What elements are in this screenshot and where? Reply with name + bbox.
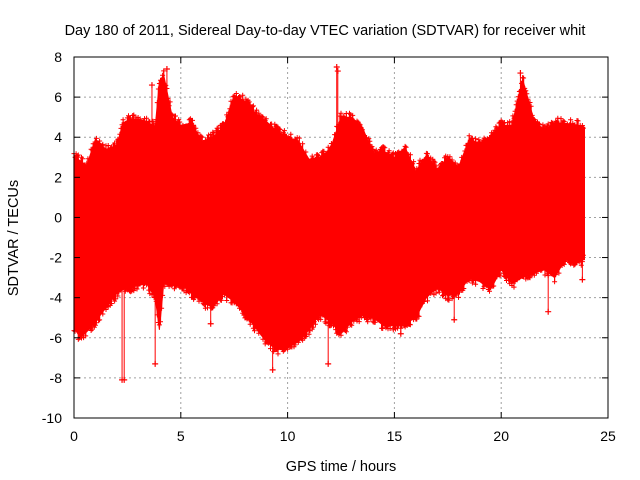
- outlier-marker: [334, 68, 341, 75]
- y-tick-label: 6: [54, 89, 62, 105]
- y-tick-label: -6: [50, 330, 63, 346]
- y-tick-label: -2: [50, 250, 63, 266]
- y-tick-label: 8: [54, 49, 62, 65]
- outlier-point: [269, 346, 276, 373]
- outlier-point: [545, 272, 552, 315]
- outlier-point: [397, 324, 404, 337]
- outlier-marker: [152, 360, 159, 367]
- outlier-marker: [333, 64, 340, 71]
- x-tick-label: 20: [493, 428, 509, 444]
- x-tick-label: 5: [177, 428, 185, 444]
- outlier-point: [579, 260, 586, 283]
- outlier-point: [517, 70, 524, 89]
- outlier-point: [152, 297, 159, 367]
- sdtvar-bars: [73, 70, 584, 354]
- outlier-marker: [121, 376, 128, 383]
- y-tick-label: 4: [54, 129, 62, 145]
- outlier-marker: [207, 320, 214, 327]
- y-tick-label: -4: [50, 290, 63, 306]
- x-tick-label: 25: [600, 428, 616, 444]
- outlier-point: [451, 294, 458, 323]
- outlier-marker: [397, 330, 404, 337]
- outlier-marker: [163, 66, 170, 73]
- x-tick-label: 15: [387, 428, 403, 444]
- outlier-marker: [545, 308, 552, 315]
- tick-labels: 0 5 10 15 20 25 -10 -8 -6 -4 -2 0 2 4 6 8: [42, 49, 616, 444]
- x-axis-label: GPS time / hours: [286, 459, 396, 475]
- y-tick-label: -8: [50, 370, 63, 386]
- ticks: [73, 56, 609, 419]
- x-tick-label: 10: [280, 428, 296, 444]
- y-tick-label: -10: [42, 410, 62, 426]
- outlier-marker: [517, 70, 524, 77]
- y-axis-label: SDTVAR / TECUs: [6, 180, 22, 296]
- chart-title: Day 180 of 2011, Sidereal Day-to-day VTE…: [65, 23, 586, 39]
- outlier-marker: [269, 366, 276, 373]
- outlier-point: [163, 66, 170, 91]
- outlier-marker: [451, 316, 458, 323]
- outlier-point: [207, 306, 214, 327]
- x-tick-label: 0: [70, 428, 78, 444]
- y-tick-label: 0: [54, 209, 62, 225]
- outlier-point: [333, 64, 340, 131]
- outlier-point: [148, 82, 155, 125]
- outlier-marker: [579, 276, 586, 283]
- outlier-point: [325, 320, 332, 367]
- plot-frame: [73, 56, 609, 419]
- outlier-marker: [325, 360, 332, 367]
- outlier-point: [334, 68, 341, 127]
- outlier-marker: [148, 82, 155, 89]
- data-layer: [71, 64, 586, 383]
- outlier-point: [121, 289, 128, 383]
- y-tick-label: 2: [54, 169, 62, 185]
